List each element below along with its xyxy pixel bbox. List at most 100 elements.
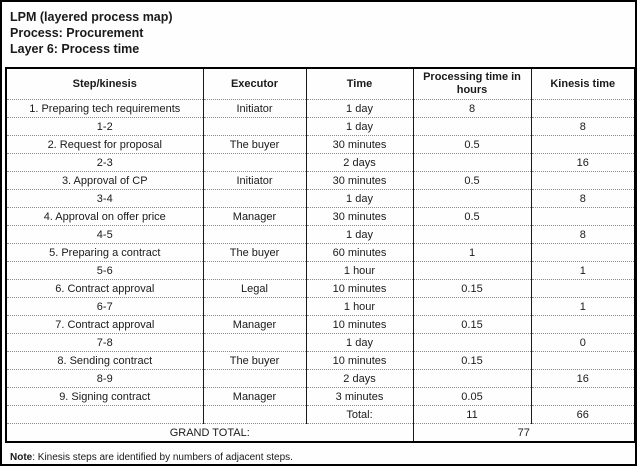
kinesis-time-cell <box>530 279 635 298</box>
table-row: 7-8 1 day 0 <box>5 333 635 352</box>
note-text: : Kinesis steps are identified by number… <box>32 452 293 463</box>
document-title: LPM (layered process map) <box>10 10 173 24</box>
note-line-2: The working day is 8 hours. <box>10 465 635 467</box>
col-header-kinesis-time: Kinesis time <box>530 67 635 100</box>
total-processing-value: 11 <box>412 405 532 424</box>
total-executor-cell <box>202 405 307 424</box>
step-cell: 9. Signing contract <box>5 387 204 406</box>
step-cell: 3-4 <box>5 189 204 208</box>
step-cell: 5-6 <box>5 261 204 280</box>
executor-cell: Legal <box>202 279 307 298</box>
kinesis-time-cell <box>530 171 635 190</box>
grand-total-value: 77 <box>412 423 635 443</box>
time-cell: 1 hour <box>305 261 414 280</box>
col-header-time: Time <box>305 67 414 100</box>
kinesis-time-cell: 1 <box>530 297 635 316</box>
executor-cell <box>202 369 307 388</box>
executor-cell <box>202 225 307 244</box>
step-cell: 4-5 <box>5 225 204 244</box>
time-cell: 10 minutes <box>305 279 414 298</box>
table-row: 4-5 1 day 8 <box>5 225 635 244</box>
step-cell: 3. Approval of CP <box>5 171 204 190</box>
step-cell: 6-7 <box>5 297 204 316</box>
processing-time-cell <box>412 225 532 244</box>
time-cell: 1 day <box>305 117 414 136</box>
step-cell: 8-9 <box>5 369 204 388</box>
kinesis-time-cell: 16 <box>530 369 635 388</box>
step-cell: 8. Sending contract <box>5 351 204 370</box>
time-cell: 1 day <box>305 189 414 208</box>
col-header-executor: Executor <box>202 67 307 100</box>
executor-cell: Initiator <box>202 171 307 190</box>
time-cell: 10 minutes <box>305 315 414 334</box>
table-footer: Total: 11 66 GRAND TOTAL: 77 <box>5 405 635 443</box>
processing-time-cell <box>412 333 532 352</box>
time-cell: 60 minutes <box>305 243 414 262</box>
total-step-cell <box>5 405 204 424</box>
kinesis-time-cell: 8 <box>530 117 635 136</box>
time-cell: 30 minutes <box>305 135 414 154</box>
processing-time-cell <box>412 153 532 172</box>
processing-time-cell <box>412 369 532 388</box>
kinesis-time-cell <box>530 315 635 334</box>
processing-time-cell <box>412 117 532 136</box>
kinesis-time-cell <box>530 99 635 118</box>
time-cell: 2 days <box>305 369 414 388</box>
total-row: Total: 11 66 <box>5 405 635 424</box>
processing-time-cell: 0.5 <box>412 135 532 154</box>
time-cell: 10 minutes <box>305 351 414 370</box>
table-header: Step/kinesis Executor Time Processing ti… <box>5 67 635 100</box>
step-cell: 1-2 <box>5 117 204 136</box>
table-row: 8-9 2 days 16 <box>5 369 635 388</box>
executor-cell: The buyer <box>202 243 307 262</box>
process-time-table: Step/kinesis Executor Time Processing ti… <box>5 67 635 443</box>
table-body: 1. Preparing tech requirements Initiator… <box>5 99 635 406</box>
table-row: 3-4 1 day 8 <box>5 189 635 208</box>
kinesis-time-cell <box>530 387 635 406</box>
executor-cell: The buyer <box>202 135 307 154</box>
time-cell: 1 day <box>305 333 414 352</box>
step-cell: 2-3 <box>5 153 204 172</box>
table-row: 1-2 1 day 8 <box>5 117 635 136</box>
processing-time-cell <box>412 297 532 316</box>
time-cell: 1 day <box>305 99 414 118</box>
kinesis-time-cell <box>530 207 635 226</box>
executor-cell <box>202 153 307 172</box>
processing-time-cell: 0.05 <box>412 387 532 406</box>
note-line-1: Note: Kinesis steps are identified by nu… <box>10 452 635 464</box>
kinesis-time-cell <box>530 135 635 154</box>
executor-cell <box>202 189 307 208</box>
grand-total-label: GRAND TOTAL: <box>5 423 414 443</box>
kinesis-time-cell: 16 <box>530 153 635 172</box>
kinesis-time-cell: 8 <box>530 189 635 208</box>
time-cell: 3 minutes <box>305 387 414 406</box>
executor-cell: Manager <box>202 207 307 226</box>
process-subtitle: Process: Procurement <box>10 26 144 40</box>
time-cell: 2 days <box>305 153 414 172</box>
table-row: 7. Contract approval Manager 10 minutes … <box>5 315 635 334</box>
executor-cell: Initiator <box>202 99 307 118</box>
table-row: 1. Preparing tech requirements Initiator… <box>5 99 635 118</box>
processing-time-cell: 0.15 <box>412 315 532 334</box>
processing-time-cell: 0.5 <box>412 171 532 190</box>
step-cell: 2. Request for proposal <box>5 135 204 154</box>
processing-time-cell: 0.15 <box>412 279 532 298</box>
processing-time-cell: 8 <box>412 99 532 118</box>
processing-time-cell <box>412 261 532 280</box>
executor-cell: Manager <box>202 387 307 406</box>
table-row: 8. Sending contract The buyer 10 minutes… <box>5 351 635 370</box>
processing-time-cell: 0.5 <box>412 207 532 226</box>
layer-subtitle: Layer 6: Process time <box>10 42 140 56</box>
step-cell: 4. Approval on offer price <box>5 207 204 226</box>
table-row: 4. Approval on offer price Manager 30 mi… <box>5 207 635 226</box>
kinesis-time-cell: 0 <box>530 333 635 352</box>
executor-cell: The buyer <box>202 351 307 370</box>
step-cell: 5. Preparing a contract <box>5 243 204 262</box>
table-row: 3. Approval of CP Initiator 30 minutes 0… <box>5 171 635 190</box>
time-cell: 1 day <box>305 225 414 244</box>
table-row: 5-6 1 hour 1 <box>5 261 635 280</box>
table-row: 6-7 1 hour 1 <box>5 297 635 316</box>
grand-total-row: GRAND TOTAL: 77 <box>5 423 635 443</box>
executor-cell: Manager <box>202 315 307 334</box>
